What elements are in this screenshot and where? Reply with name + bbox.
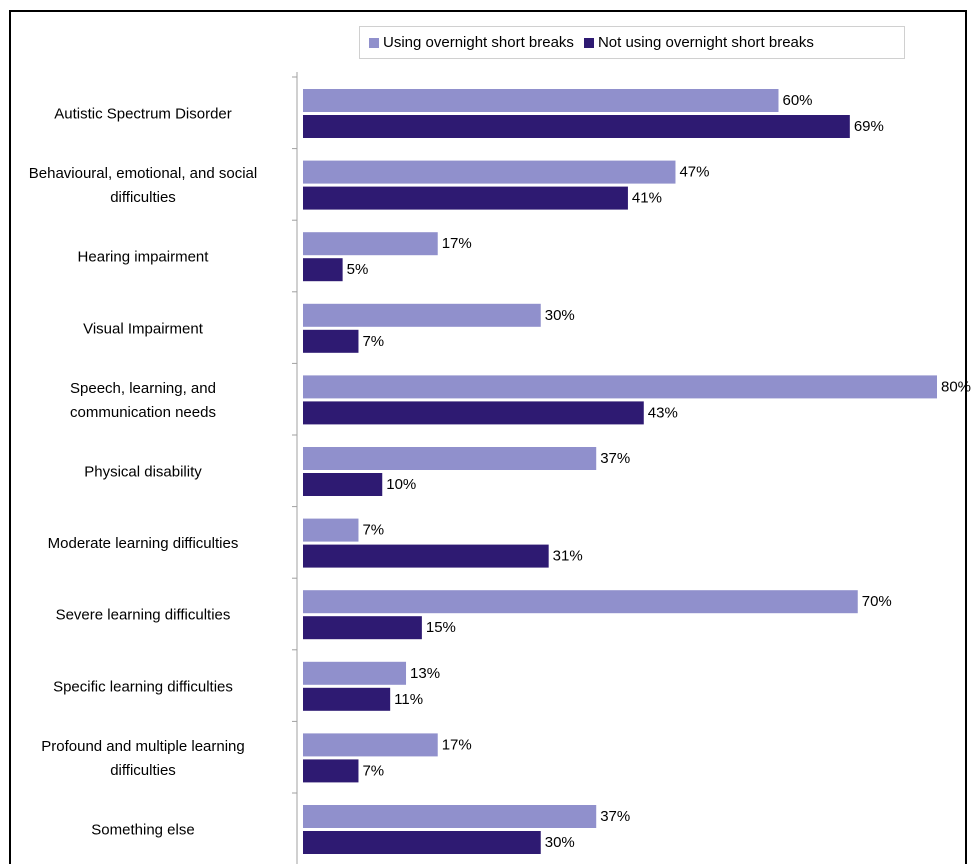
legend: Using overnight short breaks Not using o…	[359, 26, 905, 59]
bar-not-using	[303, 544, 549, 568]
category-label-line: communication needs	[70, 403, 216, 420]
value-label-using: 17%	[442, 235, 472, 252]
category-label-line: Moderate learning difficulties	[48, 535, 239, 552]
value-label-not-using: 5%	[347, 261, 369, 278]
legend-swatch-not-using	[583, 37, 594, 48]
bar-not-using	[303, 115, 850, 138]
legend-swatch-using	[369, 37, 379, 48]
category-label: Visual Impairment	[83, 320, 204, 337]
category-label-line: Severe learning difficulties	[56, 606, 231, 623]
value-label-not-using: 43%	[648, 404, 678, 421]
category-label-line: Autistic Spectrum Disorder	[54, 105, 232, 122]
category-label: Specific learning difficulties	[53, 678, 233, 695]
legend-item-not-using: Not using overnight short breaks	[583, 34, 814, 51]
category-label-line: difficulties	[110, 189, 176, 206]
legend-label-using: Using overnight short breaks	[383, 34, 574, 51]
value-label-using: 70%	[862, 593, 892, 610]
value-label-using: 47%	[679, 164, 709, 181]
category-label: Something else	[91, 821, 194, 838]
bar-not-using	[303, 473, 383, 496]
value-label-using: 37%	[600, 808, 630, 825]
bar-not-using	[303, 401, 644, 425]
category-label-line: Physical disability	[84, 463, 202, 480]
bar-not-using	[303, 831, 541, 854]
category-label: Severe learning difficulties	[56, 606, 231, 623]
value-label-using: 7%	[362, 522, 384, 539]
category-label-line: Profound and multiple learning	[41, 737, 244, 754]
category-label-line: difficulties	[110, 761, 176, 778]
bar-using	[303, 805, 597, 828]
bar-using	[303, 447, 597, 470]
category-label-line: Specific learning difficulties	[53, 678, 233, 695]
bar-not-using	[303, 329, 359, 353]
value-label-using: 60%	[783, 92, 813, 109]
category-label: Autistic Spectrum Disorder	[54, 105, 232, 122]
value-label-not-using: 10%	[386, 476, 416, 493]
category-label-line: Speech, learning, and	[70, 379, 216, 396]
bar-not-using	[303, 687, 391, 711]
value-label-not-using: 11%	[394, 691, 423, 708]
category-label: Profound and multiple learning difficulti…	[41, 737, 244, 778]
chart-frame	[9, 10, 967, 864]
legend-item-using: Using overnight short breaks	[369, 34, 574, 51]
category-label: Physical disability	[84, 463, 202, 480]
category-label-line: Behavioural, emotional, and social	[29, 165, 257, 182]
value-label-using: 13%	[410, 665, 440, 682]
bar-using	[303, 375, 937, 399]
value-label-using: 37%	[600, 450, 630, 467]
category-label-line: Something else	[91, 821, 194, 838]
bar-using	[303, 303, 541, 327]
bar-not-using	[303, 186, 628, 210]
bar-using	[303, 590, 858, 614]
category-label: Moderate learning difficulties	[48, 535, 239, 552]
bar-not-using	[303, 258, 343, 282]
value-label-not-using: 41%	[632, 190, 662, 207]
value-label-using: 30%	[545, 307, 575, 324]
bar-not-using	[303, 759, 359, 783]
value-label-not-using: 7%	[362, 333, 384, 350]
bar-using	[303, 661, 407, 685]
legend-label-not-using: Not using overnight short breaks	[597, 34, 814, 51]
bar-using	[303, 89, 779, 112]
bar-using	[303, 232, 438, 256]
bar-using	[303, 160, 676, 184]
value-label-not-using: 69%	[854, 118, 884, 135]
category-label-line: Visual Impairment	[83, 320, 204, 337]
bar-not-using	[303, 616, 422, 640]
category-label: Hearing impairment	[78, 248, 210, 265]
bar-using	[303, 518, 359, 542]
category-label: Speech, learning, and communication needs	[70, 379, 216, 420]
value-label-not-using: 15%	[426, 619, 456, 636]
category-label-line: Hearing impairment	[78, 248, 210, 265]
value-label-using: 80%	[941, 378, 971, 395]
value-label-using: 17%	[442, 736, 472, 753]
value-label-not-using: 7%	[362, 762, 384, 779]
category-label: Behavioural, emotional, and social diffic…	[29, 165, 257, 206]
value-label-not-using: 30%	[545, 834, 575, 851]
value-label-not-using: 31%	[553, 548, 583, 565]
bar-using	[303, 733, 438, 757]
